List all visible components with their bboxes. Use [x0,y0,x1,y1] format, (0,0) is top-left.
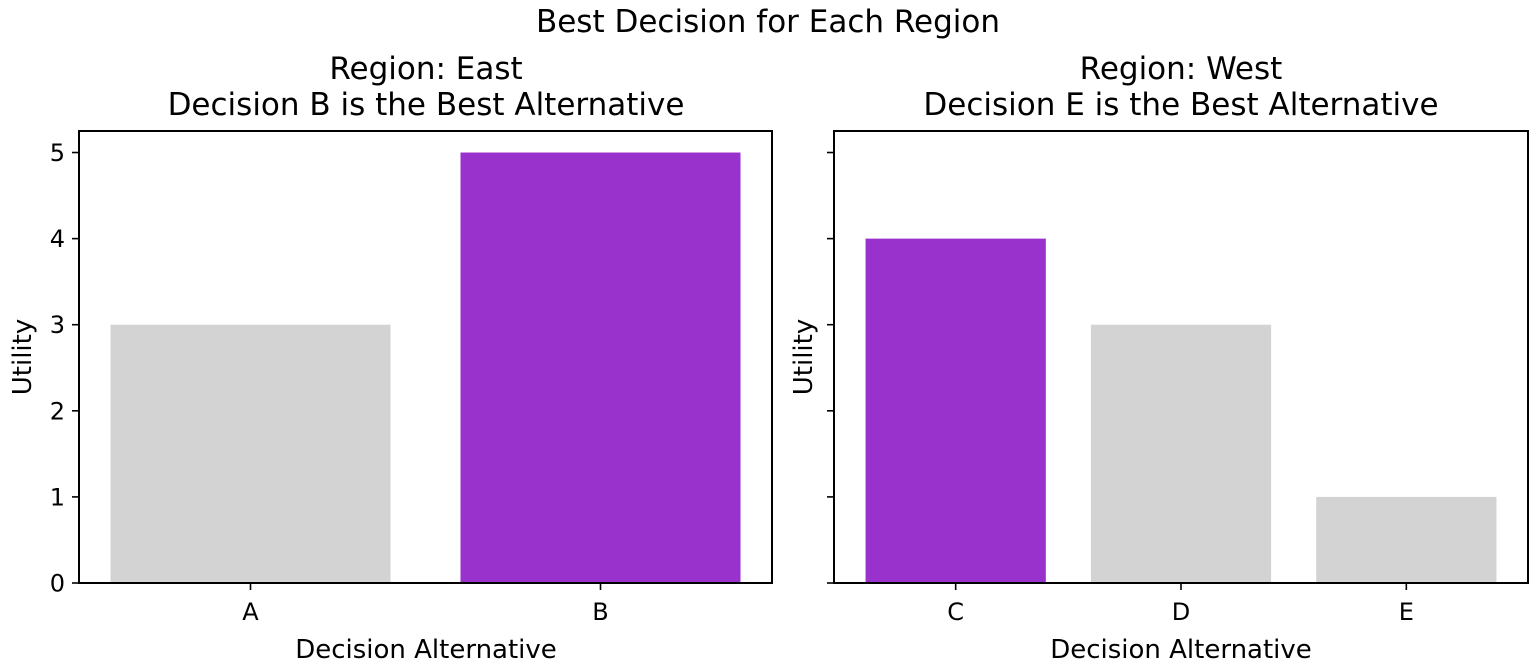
x-axis-label: Decision Alternative [295,635,557,665]
y-tick-label: 1 [50,483,65,511]
x-tick-label-E: E [1399,598,1414,626]
figure-suptitle: Best Decision for Each Region [536,4,1000,40]
bar-D [1090,324,1272,583]
x-axis-label: Decision Alternative [1050,635,1312,665]
y-ticks: 0 1 2 3 4 5 [50,139,79,598]
x-tick-label-B: B [592,598,608,626]
bar-B [460,152,741,583]
x-tick-label-D: D [1172,598,1190,626]
y-tick-label: 0 [50,570,65,598]
panel-title-line2: Decision B is the Best Alternative [168,87,685,123]
axes-frame [78,130,773,584]
y-tick-label: 2 [50,397,65,425]
panel-title-line1: Region: West [1080,51,1283,87]
chart-panel-east: Region: East Decision B is the Best Alte… [8,51,773,665]
x-ticks: C D E [947,583,1414,626]
y-tick-label: 5 [50,139,65,167]
x-tick-label-C: C [947,598,964,626]
y-axis-label: Utility [789,319,819,395]
bar-C [865,238,1046,583]
bars [110,152,741,583]
bars [865,238,1497,583]
x-tick-label-A: A [242,598,259,626]
bar-E [1316,496,1497,583]
y-axis-label: Utility [8,319,38,395]
y-tick-label: 4 [50,225,65,253]
panel-title-line1: Region: East [329,51,522,87]
bar-A [110,324,391,583]
y-tick-label: 3 [50,311,65,339]
y-ticks [827,151,834,584]
panel-title-line2: Decision E is the Best Alternative [923,87,1438,123]
axes-frame [833,130,1529,584]
chart-panel-west: Region: West Decision E is the Best Alte… [789,51,1529,665]
